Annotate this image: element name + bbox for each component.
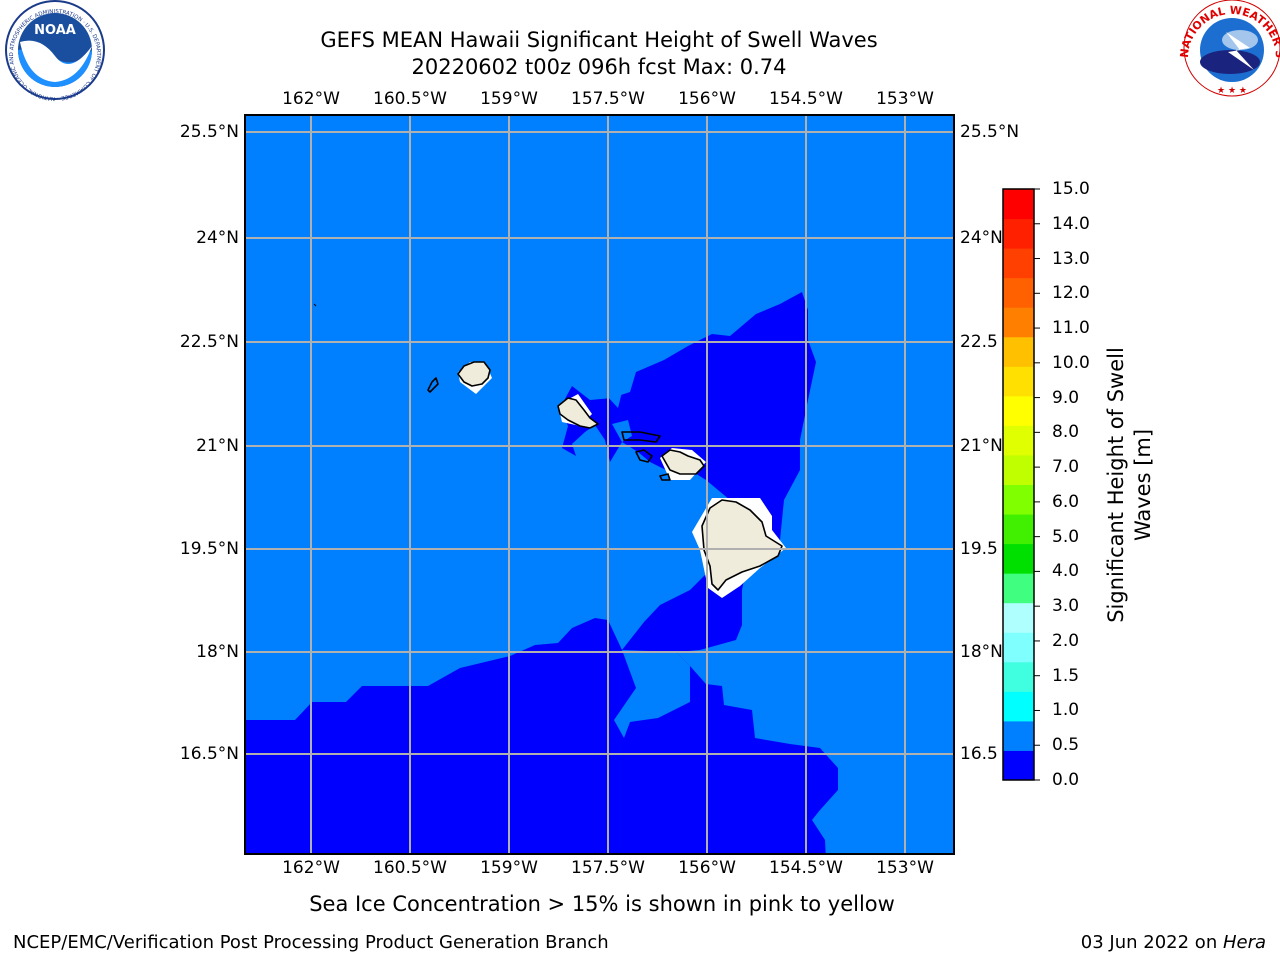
colorbar-tick-label: 8.0 xyxy=(1052,422,1080,443)
lon-tick-bottom: 154.5°W xyxy=(769,858,843,878)
noaa-logo: NOAA NATIONAL OCEANIC AND ATMOSPHERIC AD… xyxy=(5,0,105,101)
colorbar-tick-label: 1.0 xyxy=(1052,700,1080,721)
lat-tick-right: 22.5 xyxy=(960,332,998,352)
lat-tick-left: 18°N xyxy=(196,642,239,662)
colorbar-segment xyxy=(1003,454,1034,485)
lon-tick-bottom: 159°W xyxy=(480,858,538,878)
island-kauai xyxy=(457,361,491,387)
sea-ice-note: Sea Ice Concentration > 15% is shown in … xyxy=(309,892,895,916)
lat-tick-right: 24°N xyxy=(960,228,1003,248)
lat-tick-right: 18°N xyxy=(960,642,1003,662)
colorbar-tick-label: 14.0 xyxy=(1052,213,1090,234)
colorbar-segment xyxy=(1003,395,1034,426)
lon-tick-top: 153°W xyxy=(876,89,934,109)
colorbar-tick-label: 11.0 xyxy=(1052,318,1090,339)
nws-logo-ring-text: NATIONAL WEATHER SERVICE xyxy=(0,0,1280,59)
colorbar-tick-label: 7.0 xyxy=(1052,457,1080,478)
map-subtitle: 20220602 t00z 096h fcst Max: 0.74 xyxy=(411,55,787,79)
islands xyxy=(427,361,783,591)
lon-tick-top: 162°W xyxy=(282,89,340,109)
lon-tick-bottom: 157.5°W xyxy=(571,858,645,878)
footer-date: 03 Jun 2022 on Hera xyxy=(1081,932,1266,954)
colorbar-segment xyxy=(1003,602,1034,633)
lon-tick-top: 157.5°W xyxy=(571,89,645,109)
map-title: GEFS MEAN Hawaii Significant Height of S… xyxy=(320,28,878,52)
footer-date-text: 03 Jun 2022 on xyxy=(1080,932,1223,953)
colorbar-segment xyxy=(1003,661,1034,692)
colorbar-segment xyxy=(1003,307,1034,338)
lon-tick-bottom: 153°W xyxy=(876,858,934,878)
lon-tick-top: 154.5°W xyxy=(769,89,843,109)
island-maui xyxy=(661,449,705,475)
ocean-field-low-south xyxy=(245,530,838,854)
island-kahoolawe xyxy=(659,473,671,481)
lon-tick-bottom: 160.5°W xyxy=(373,858,447,878)
lon-tick-top: 160.5°W xyxy=(373,89,447,109)
colorbar-segment xyxy=(1003,218,1034,249)
lat-tick-left: 22.5°N xyxy=(179,332,239,352)
colorbar-tick-label: 5.0 xyxy=(1052,526,1080,547)
lon-tick-bottom: 162°W xyxy=(282,858,340,878)
nws-logo: NATIONAL WEATHER SERVICE ★ ★ ★ xyxy=(0,0,1280,97)
island-niihau xyxy=(427,377,439,393)
colorbar-label-line1: Significant Height of Swell xyxy=(1104,347,1128,623)
colorbar-segment xyxy=(1003,189,1034,220)
map-frame xyxy=(244,114,955,855)
colorbar-segment xyxy=(1003,248,1034,279)
wave-height-map xyxy=(245,115,954,854)
lat-tick-right: 25.5°N xyxy=(960,122,1020,142)
colorbar-segment xyxy=(1003,691,1034,722)
noaa-logo-text: NOAA xyxy=(34,23,76,38)
colorbar-segment xyxy=(1003,425,1034,456)
colorbar-segment xyxy=(1003,484,1034,515)
colorbar-tick-label: 1.5 xyxy=(1052,665,1080,686)
colorbar-segment xyxy=(1003,632,1034,663)
island-molokai xyxy=(621,431,661,443)
lon-tick-bottom: 156°W xyxy=(678,858,736,878)
island-hawaii xyxy=(701,499,783,591)
map-gridlines xyxy=(245,115,954,854)
island-lanai xyxy=(635,449,653,463)
colorbar xyxy=(1003,189,1034,781)
colorbar-segment xyxy=(1003,336,1034,367)
lat-tick-right: 16.5 xyxy=(960,744,998,764)
colorbar-segment xyxy=(1003,720,1034,751)
lon-tick-top: 159°W xyxy=(480,89,538,109)
colorbar-tick-label: 3.0 xyxy=(1052,596,1080,617)
colorbar-segment xyxy=(1003,573,1034,604)
colorbar-segment xyxy=(1003,514,1034,545)
lat-tick-left: 19.5°N xyxy=(179,539,239,559)
colorbar-tick-label: 10.0 xyxy=(1052,352,1090,373)
island-oahu xyxy=(557,397,599,429)
colorbar-tick-label: 0.0 xyxy=(1052,770,1080,790)
lat-tick-right: 19.5 xyxy=(960,539,998,559)
colorbar-tick-label: 4.0 xyxy=(1052,561,1080,582)
colorbar-segment xyxy=(1003,366,1034,397)
lat-tick-left: 25.5°N xyxy=(179,122,239,142)
colorbar-tick-label: 6.0 xyxy=(1052,491,1080,512)
colorbar-segment xyxy=(1003,750,1034,781)
footer-credit: NCEP/EMC/Verification Post Processing Pr… xyxy=(13,932,609,953)
colorbar-tick-label: 9.0 xyxy=(1052,387,1080,408)
lat-tick-left: 21°N xyxy=(196,436,239,456)
lat-tick-left: 24°N xyxy=(196,228,239,248)
footer-machine: Hera xyxy=(1222,932,1266,953)
colorbar-frame xyxy=(1002,188,1035,781)
colorbar-tick-label: 2.0 xyxy=(1052,630,1080,651)
lat-tick-left: 16.5°N xyxy=(179,744,239,764)
colorbar-tick-label: 15.0 xyxy=(1052,179,1090,199)
colorbar-segment xyxy=(1003,277,1034,308)
lat-tick-right: 21°N xyxy=(960,436,1003,456)
svg-text:★ ★ ★: ★ ★ ★ xyxy=(1217,86,1247,96)
colorbar-tick-label: 12.0 xyxy=(1052,283,1090,304)
colorbar-segment xyxy=(1003,543,1034,574)
colorbar-label-line2: Waves [m] xyxy=(1131,429,1155,541)
lon-tick-top: 156°W xyxy=(678,89,736,109)
colorbar-tick-label: 0.5 xyxy=(1052,735,1080,756)
colorbar-tick-label: 13.0 xyxy=(1052,248,1090,269)
